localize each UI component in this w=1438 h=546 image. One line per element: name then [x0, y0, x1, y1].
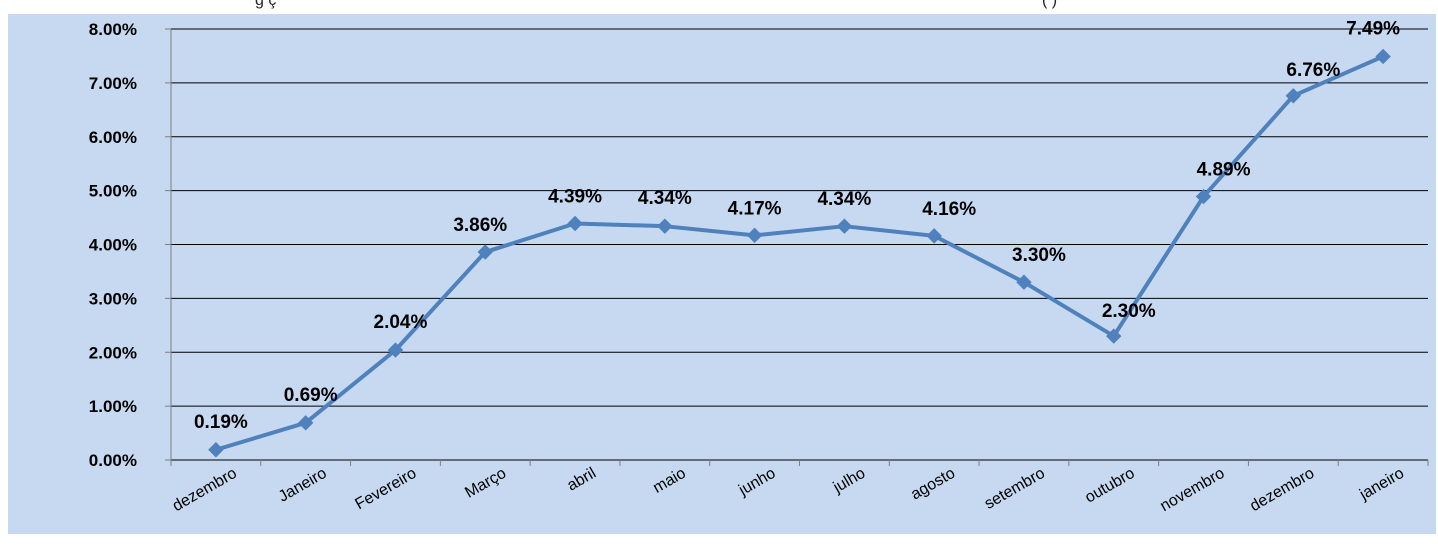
data-label: 4.34% [638, 188, 692, 209]
data-point-marker [1375, 48, 1391, 65]
y-tick-label: 6.00% [89, 128, 137, 147]
y-tick-label: 7.00% [89, 74, 137, 93]
data-point-marker [1195, 188, 1212, 205]
data-point-marker [926, 228, 942, 244]
data-label: 4.17% [728, 198, 782, 219]
data-label: 2.04% [374, 312, 428, 333]
data-label: 3.86% [453, 215, 507, 236]
data-label: 7.49% [1346, 18, 1400, 39]
data-point-marker [1285, 88, 1302, 104]
y-tick-label: 3.00% [89, 289, 137, 308]
chart-title-left-fragment: g ç [255, 0, 277, 9]
data-point-marker [477, 244, 493, 260]
data-point-marker [1106, 328, 1122, 344]
data-point-marker [387, 342, 404, 358]
y-tick-label: 0.00% [89, 451, 137, 470]
data-point-marker [836, 218, 853, 234]
data-point-marker [746, 227, 763, 244]
data-point-marker [567, 215, 583, 232]
data-point-marker [657, 218, 673, 234]
y-tick-label: 1.00% [89, 397, 137, 416]
data-label: 6.76% [1286, 60, 1340, 81]
y-tick-label: 4.00% [89, 236, 137, 255]
data-label: 4.39% [548, 186, 602, 207]
data-point-marker [1016, 274, 1032, 290]
data-label: 4.16% [922, 199, 976, 220]
chart-title-fragment: g ç ( ) [0, 0, 1438, 14]
series [208, 48, 1391, 458]
data-label: 4.89% [1197, 160, 1251, 181]
data-label: 0.19% [194, 412, 248, 433]
data-labels: 0.19% 0.69% 2.04% 3.86% 4.39% 4.34% 4.17% 4.34%… [194, 18, 1400, 432]
y-axis-tick-labels: 0.00% 1.00% 2.00% 3.00% 4.00% 5.00% 6.00% 7.00%… [89, 20, 137, 470]
data-label: 4.34% [817, 189, 871, 210]
data-point-marker [297, 415, 314, 431]
data-label: 2.30% [1102, 301, 1156, 322]
axes [170, 29, 1429, 466]
y-tick-label: 5.00% [89, 182, 137, 201]
data-label: 0.69% [284, 385, 338, 406]
y-tick-label: 2.00% [89, 343, 137, 362]
series-line [213, 54, 1386, 452]
plot-area-background [8, 14, 1436, 534]
chart-title-right-fragment: ( ) [1042, 0, 1058, 9]
y-tick-label: 8.00% [89, 20, 137, 39]
data-point-marker [208, 442, 224, 458]
data-label: 3.30% [1012, 245, 1066, 266]
